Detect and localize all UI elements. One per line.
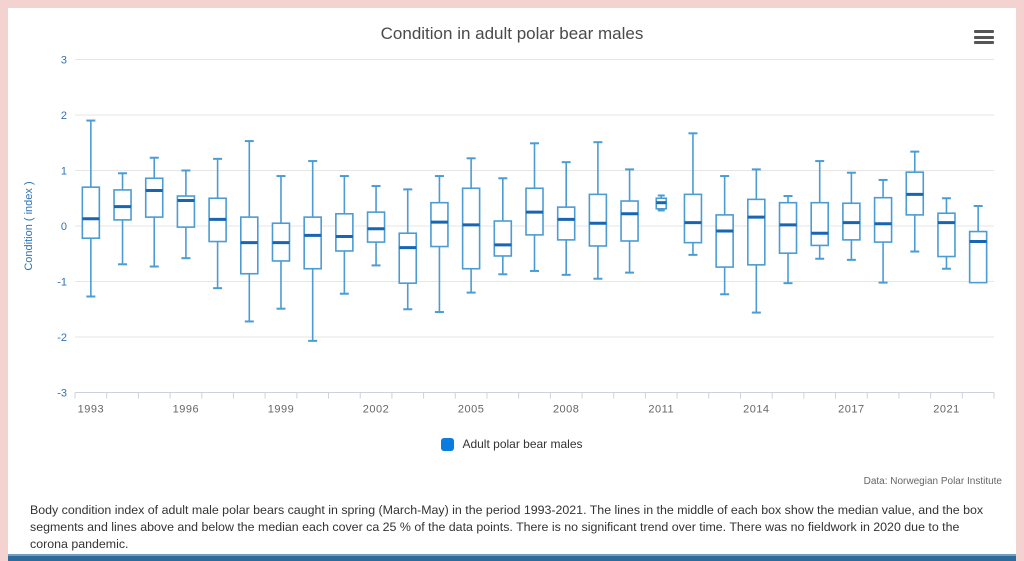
- x-tick-label: 2005: [458, 404, 484, 416]
- y-tick-label: 3: [61, 55, 67, 67]
- box[interactable]: [715, 214, 734, 268]
- boxplot-2006[interactable]: [493, 177, 513, 276]
- box[interactable]: [81, 186, 101, 240]
- boxplot-2013[interactable]: [715, 175, 734, 296]
- boxplot-2008[interactable]: [556, 161, 576, 276]
- box[interactable]: [398, 232, 418, 284]
- y-tick-label: -2: [57, 332, 67, 344]
- box[interactable]: [366, 211, 386, 243]
- boxplot-2019[interactable]: [905, 150, 925, 253]
- box[interactable]: [620, 200, 639, 242]
- boxplot-2005[interactable]: [461, 157, 481, 294]
- box[interactable]: [303, 216, 322, 270]
- boxplot-2017[interactable]: [842, 171, 861, 261]
- legend-item[interactable]: Adult polar bear males: [8, 437, 1016, 451]
- x-tick-label: 2017: [838, 404, 864, 416]
- boxplot-chart: 3 2 1 0 -1 -2 -3 Condition ( index ) 1993 1996 199…: [23, 55, 995, 416]
- boxplot-1998[interactable]: [239, 140, 259, 323]
- boxplot-2003[interactable]: [398, 188, 418, 311]
- box[interactable]: [968, 230, 988, 284]
- boxplot-2004[interactable]: [430, 175, 449, 314]
- box[interactable]: [683, 193, 703, 244]
- box[interactable]: [176, 195, 196, 228]
- y-axis-title: Condition ( index ): [23, 181, 35, 270]
- boxplot-2001[interactable]: [335, 175, 354, 295]
- y-tick-label: 0: [61, 221, 67, 233]
- boxplot-2022[interactable]: [968, 205, 988, 284]
- box[interactable]: [588, 193, 608, 247]
- box[interactable]: [113, 189, 132, 221]
- y-tick-label: -3: [57, 388, 67, 400]
- chart-menu-button[interactable]: [972, 27, 996, 47]
- legend-label: Adult polar bear males: [462, 437, 583, 451]
- box[interactable]: [335, 212, 354, 252]
- x-tick-label: 2021: [933, 404, 959, 416]
- chart-page: Condition in adult polar bear males 3 2 1 0…: [8, 8, 1016, 561]
- box[interactable]: [461, 187, 481, 270]
- boxplot-2018[interactable]: [873, 178, 893, 284]
- hamburger-icon: [974, 30, 994, 44]
- boxplot-2002[interactable]: [366, 185, 386, 267]
- boxplot-1993[interactable]: [81, 119, 101, 298]
- x-tick-label: 1999: [268, 404, 294, 416]
- y-tick-label: 2: [61, 110, 67, 122]
- boxplot-1996[interactable]: [176, 169, 196, 260]
- boxplot-2012[interactable]: [683, 132, 703, 256]
- box[interactable]: [747, 198, 766, 266]
- boxplot-2014[interactable]: [747, 168, 766, 314]
- y-tick-label: 1: [61, 166, 67, 178]
- x-tick-label: 2011: [648, 404, 674, 416]
- data-attribution: Data: Norwegian Polar Institute: [863, 476, 1002, 487]
- chart-description: Body condition index of adult male polar…: [30, 503, 984, 551]
- x-tick-label: 2002: [363, 404, 389, 416]
- boxplot-2000[interactable]: [303, 160, 322, 342]
- chart-title: Condition in adult polar bear males: [380, 24, 644, 43]
- boxplot-2021[interactable]: [937, 197, 956, 270]
- boxplot-1997[interactable]: [208, 157, 227, 290]
- legend-color-swatch: [441, 437, 455, 451]
- box[interactable]: [239, 216, 259, 275]
- boxplot-1994[interactable]: [113, 172, 132, 266]
- y-tick-label: -1: [57, 277, 67, 289]
- boxplot-2007[interactable]: [525, 142, 544, 272]
- boxplot-1995[interactable]: [144, 156, 164, 268]
- box[interactable]: [778, 201, 798, 254]
- boxplot-2010[interactable]: [620, 168, 639, 274]
- x-tick-label: 2014: [743, 404, 769, 416]
- boxplot-2015[interactable]: [778, 195, 798, 285]
- box[interactable]: [430, 201, 449, 248]
- box[interactable]: [144, 177, 164, 218]
- x-tick-label: 1996: [173, 404, 199, 416]
- box[interactable]: [493, 220, 513, 257]
- boxplot-2016[interactable]: [810, 160, 830, 260]
- boxplot-2011[interactable]: [655, 194, 668, 212]
- boxplot-1999[interactable]: [271, 175, 291, 310]
- box[interactable]: [810, 201, 830, 247]
- x-tick-label: 1993: [78, 404, 104, 416]
- boxplot-2009[interactable]: [588, 141, 608, 280]
- box[interactable]: [937, 212, 956, 258]
- box[interactable]: [556, 206, 576, 241]
- box[interactable]: [873, 196, 893, 243]
- footer-bar: [8, 554, 1016, 561]
- x-tick-label: 2008: [553, 404, 579, 416]
